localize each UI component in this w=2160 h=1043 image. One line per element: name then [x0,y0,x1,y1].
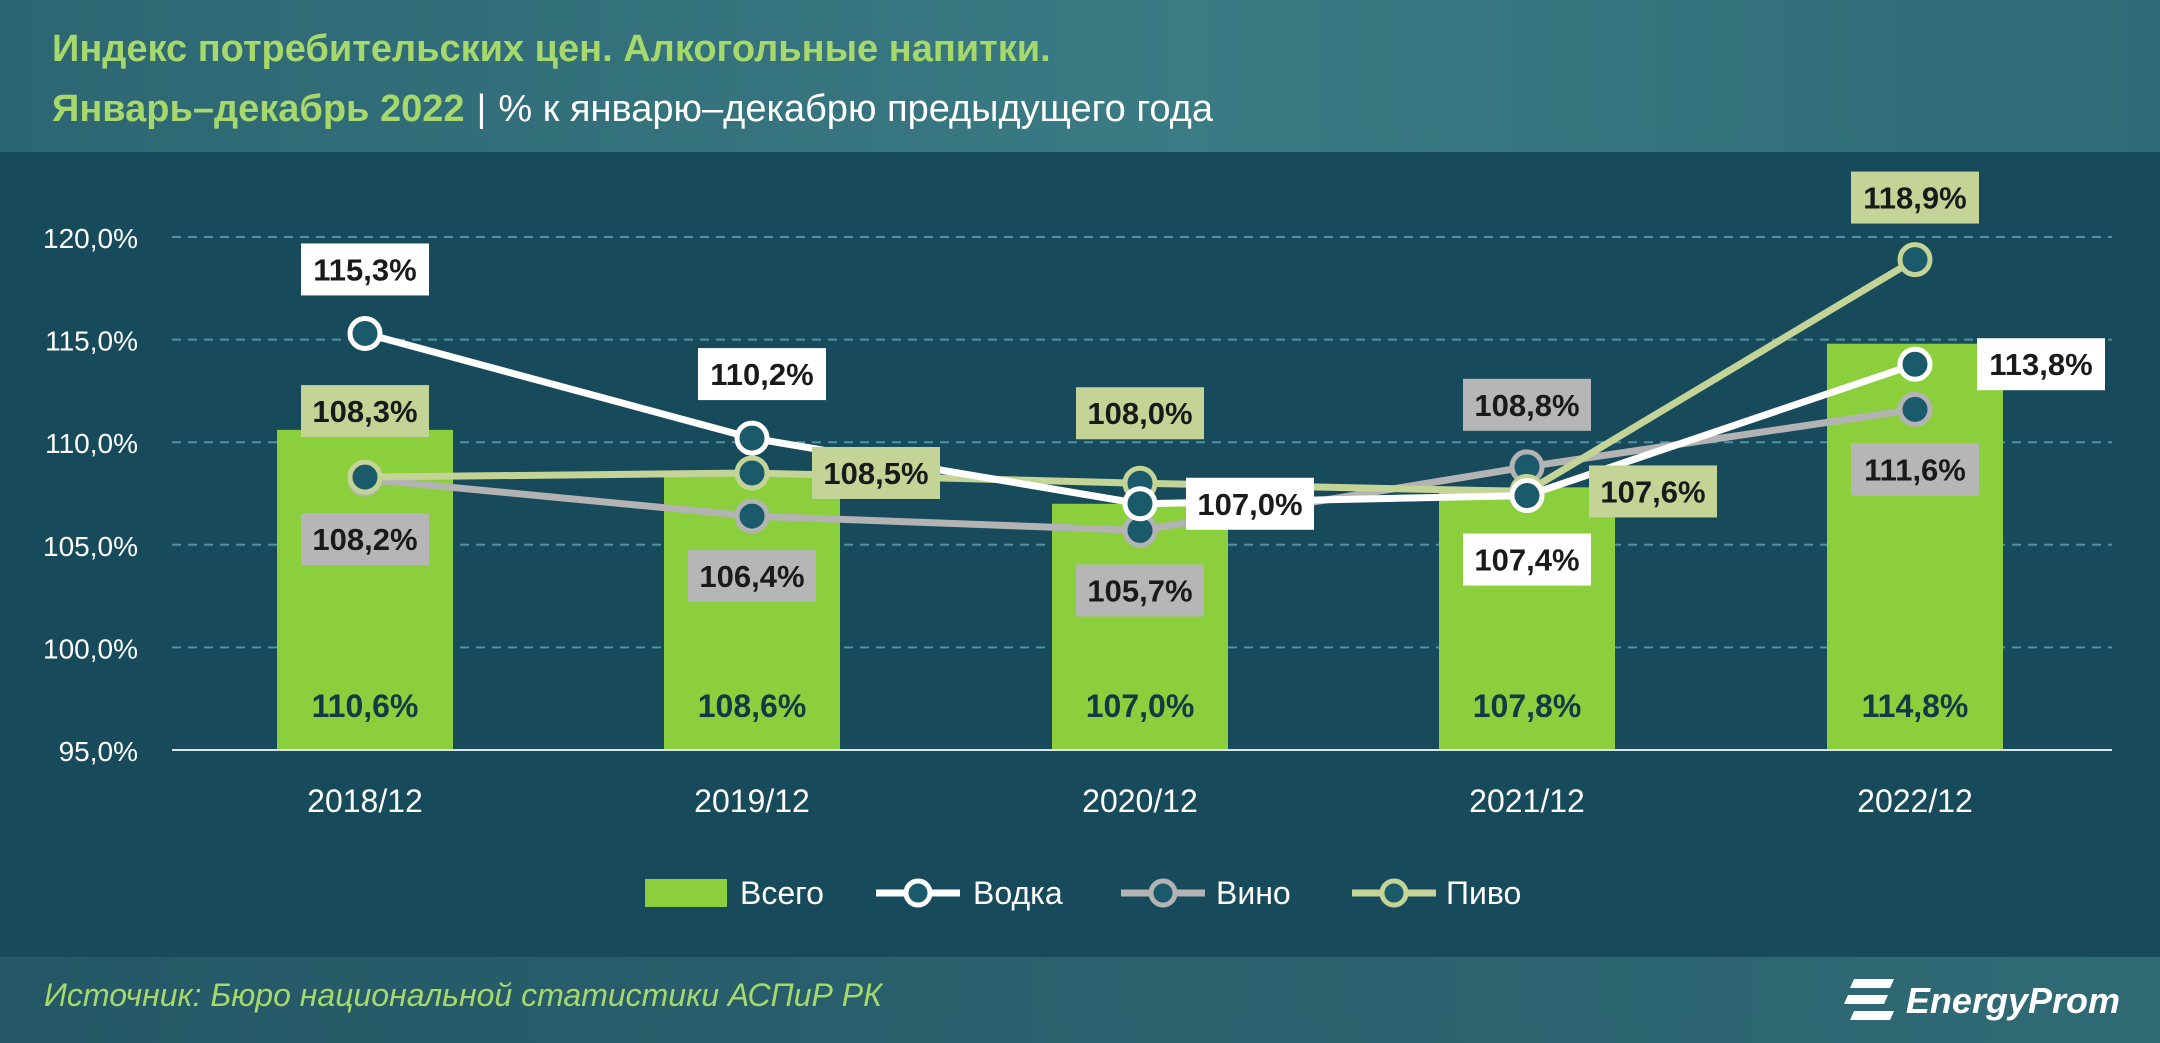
data-label-box [1977,338,2105,391]
data-label-box [1186,477,1314,530]
y-tick-label: 100,0% [43,633,138,664]
data-label-box [698,348,826,401]
data-label-box [1463,533,1591,586]
data-label-vodka: 110,2% [710,357,813,392]
legend-swatch-total [645,879,727,907]
marker-beer [347,459,383,495]
plot-area: 110,6% 108,6% 107,0% 107,8% 114,8% 115,3% 110,… [0,152,2160,957]
marker-vodka [1897,346,1933,382]
bar-value-label: 107,8% [1473,688,1582,724]
data-label-box [1076,564,1204,617]
data-label-beer: 108,3% [312,394,417,429]
marker-beer [734,455,770,491]
data-label-box [812,446,940,499]
y-tick-label: 110,0% [45,428,138,459]
marker-beer [1897,242,1933,278]
data-label-box [688,550,816,603]
marker-vodka [734,420,770,456]
subtitle-period: Январь–декабрь 2022 [52,88,465,130]
data-label-wine: 108,2% [312,522,417,557]
data-label-vodka: 113,8% [1989,347,2092,382]
energyprom-logo: EnergyProm [1840,975,2120,1027]
legend-label-total: Всего [740,875,824,911]
x-tick-label: 2022/12 [1857,783,1973,819]
data-label-beer: 108,5% [823,456,928,491]
chart-title: Индекс потребительских цен. Алкогольные … [52,28,1051,70]
logo-text: EnergyProm [1905,980,2120,1021]
bar-value-label: 107,0% [1086,688,1195,724]
data-label-wine: 111,6% [1864,452,1966,487]
data-label-box [301,243,429,296]
data-label-vodka: 107,4% [1474,543,1579,578]
data-label-box [301,513,429,566]
data-label-beer: 118,9% [1863,181,1966,216]
y-tick-label: 115,0% [45,326,138,357]
y-tick-label: 95,0% [59,736,138,767]
y-tick-label: 120,0% [43,223,138,254]
chart-footer: Источник: Бюро национальной статистики А… [0,957,2160,1043]
legend-label: Пиво [1446,875,1521,911]
data-label-vodka: 107,0% [1197,487,1302,522]
x-tick-label: 2021/12 [1469,783,1585,819]
data-label-vodka: 115,3% [313,252,416,287]
legend-label: Водка [973,875,1063,911]
data-label-beer: 108,0% [1087,396,1192,431]
data-label-box [1076,387,1204,440]
marker-wine [734,498,770,534]
subtitle-separator: | [476,88,487,130]
data-label-wine: 105,7% [1087,573,1192,608]
logo-icon [1843,979,1894,1020]
data-label-wine: 106,4% [699,559,804,594]
chart-subtitle: Январь–декабрь 2022 | % к январю–декабрю п… [52,88,1213,131]
y-tick-label: 105,0% [43,531,138,562]
bar-value-label: 114,8% [1862,688,1969,724]
line-beer [364,256,1917,495]
legend-label: Вино [1216,875,1291,911]
bar-value-label: 108,6% [698,688,807,724]
legend-swatch-marker [1148,878,1178,908]
data-label-box [1463,378,1591,431]
bar-value-label: 110,6% [312,688,419,724]
marker-wine [1897,391,1933,427]
data-label-beer: 107,6% [1600,474,1705,509]
x-tick-label: 2018/12 [307,783,423,819]
data-label-wine: 108,8% [1474,388,1579,423]
source-note: Источник: Бюро национальной статистики А… [44,977,882,1013]
chart-header: Индекс потребительских цен. Алкогольные … [0,0,2160,152]
data-label-box [1589,465,1717,518]
marker-vodka [347,315,383,351]
marker-vodka [1122,486,1158,522]
marker-vodka [1509,478,1545,514]
bar-total [1439,487,1615,750]
data-label-box [1851,171,1979,224]
legend-swatch-marker [903,878,933,908]
chart-svg: 110,6% 108,6% 107,0% 107,8% 114,8% 115,3% 110,… [43,171,2112,911]
subtitle-unit: % к январю–декабрю предыдущего года [498,88,1213,130]
x-tick-label: 2020/12 [1082,783,1198,819]
x-tick-label: 2019/12 [694,783,810,819]
legend-swatch-marker [1379,878,1409,908]
data-label-box [1851,443,1979,496]
data-label-box [301,385,429,438]
